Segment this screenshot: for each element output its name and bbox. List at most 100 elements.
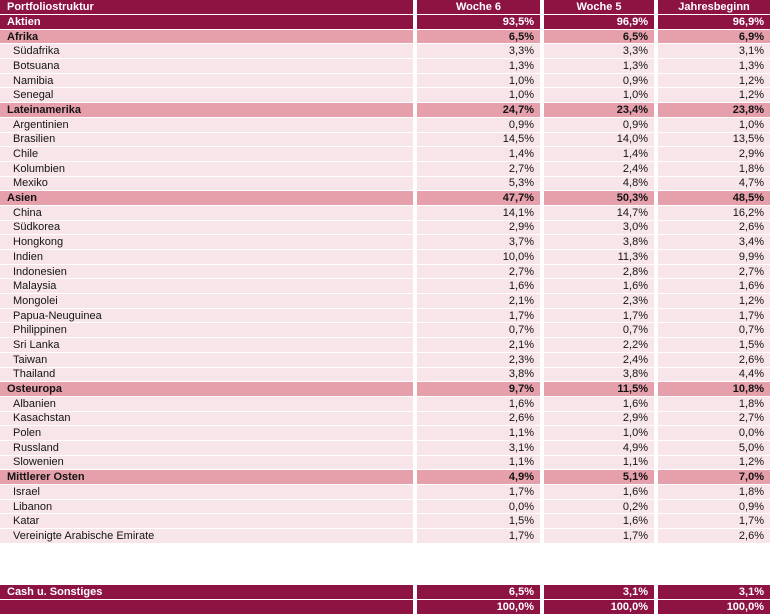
country-row: Südafrika 3,3% 3,3% 3,1% (0, 44, 770, 60)
country-row: Vereinigte Arabische Emirate 1,7% 1,7% 2,6% (0, 529, 770, 544)
row-value: 96,9% (544, 15, 654, 30)
row-value: 1,4% (544, 147, 654, 162)
row-label: Russland (0, 440, 413, 456)
row-label: Kasachstan (0, 411, 413, 427)
country-row: Hongkong 3,7% 3,8% 3,4% (0, 235, 770, 250)
row-value: 2,9% (544, 411, 654, 427)
row-value: 4,8% (544, 176, 654, 192)
row-label: Kolumbien (0, 161, 413, 177)
row-value: 2,3% (417, 352, 540, 368)
row-label: Sri Lanka (0, 338, 413, 353)
region-summary-row: Afrika 6,5% 6,5% 6,9% (0, 29, 770, 45)
row-label: Argentinien (0, 117, 413, 133)
row-value: 9,9% (658, 250, 770, 265)
country-row: China 14,1% 14,7% 16,2% (0, 205, 770, 221)
row-label: Vereinigte Arabische Emirate (0, 529, 413, 544)
row-value: 1,6% (417, 396, 540, 412)
row-label: Lateinamerika (0, 103, 413, 118)
country-row: Mexiko 5,3% 4,8% 4,7% (0, 176, 770, 192)
row-value: 50,3% (544, 191, 654, 206)
row-label: Namibia (0, 73, 413, 89)
row-value: 0,7% (658, 323, 770, 339)
row-label: Albanien (0, 396, 413, 412)
row-value: 0,9% (417, 117, 540, 133)
row-value: 2,6% (658, 352, 770, 368)
table-body: Aktien 93,5% 96,9% 96,9% Afrika 6,5% 6,5% 6,9% S… (0, 15, 770, 544)
row-value: 3,8% (544, 367, 654, 383)
row-value: 1,8% (658, 485, 770, 500)
row-value: 2,7% (417, 161, 540, 177)
row-label: Malaysia (0, 279, 413, 295)
row-label: Hongkong (0, 235, 413, 250)
row-value: 1,3% (417, 59, 540, 74)
total-row: 100,0% 100,0% 100,0% (0, 599, 770, 615)
country-row: Philippinen 0,7% 0,7% 0,7% (0, 323, 770, 339)
row-value: 1,6% (544, 279, 654, 295)
row-value: 1,3% (544, 59, 654, 74)
row-value: 1,6% (417, 279, 540, 295)
row-value: 4,7% (658, 176, 770, 192)
row-value: 1,7% (658, 308, 770, 324)
country-row: Argentinien 0,9% 0,9% 1,0% (0, 117, 770, 133)
row-label: Indonesien (0, 264, 413, 280)
row-value: 3,3% (544, 44, 654, 60)
row-value: 2,6% (658, 220, 770, 236)
country-row: Mongolei 2,1% 2,3% 1,2% (0, 294, 770, 309)
row-label: Mittlerer Osten (0, 470, 413, 485)
country-row: Thailand 3,8% 3,8% 4,4% (0, 367, 770, 383)
region-summary-row: Osteuropa 9,7% 11,5% 10,8% (0, 382, 770, 397)
country-row: Albanien 1,6% 1,6% 1,8% (0, 396, 770, 412)
row-value: 10,8% (658, 382, 770, 397)
country-row: Slowenien 1,1% 1,1% 1,2% (0, 455, 770, 471)
table-footer: Cash u. Sonstiges 6,5% 3,1% 3,1% 100,0% 100,0… (0, 584, 770, 615)
country-row: Brasilien 14,5% 14,0% 13,5% (0, 132, 770, 148)
row-value: 100,0% (417, 599, 540, 615)
table-gap (0, 543, 770, 585)
row-value: 0,2% (544, 499, 654, 515)
row-value: 13,5% (658, 132, 770, 148)
row-label: Libanon (0, 499, 413, 515)
country-row: Chile 1,4% 1,4% 2,9% (0, 147, 770, 162)
row-value: 2,7% (658, 411, 770, 427)
total-row: Cash u. Sonstiges 6,5% 3,1% 3,1% (0, 584, 770, 600)
row-value: 0,0% (658, 426, 770, 441)
country-row: Papua-Neuguinea 1,7% 1,7% 1,7% (0, 308, 770, 324)
row-value: 1,4% (417, 147, 540, 162)
row-value: 1,7% (544, 308, 654, 324)
row-label: Polen (0, 426, 413, 441)
row-value: 1,2% (658, 294, 770, 309)
row-value: 4,9% (544, 440, 654, 456)
row-value: 2,9% (417, 220, 540, 236)
country-row: Indonesien 2,7% 2,8% 2,7% (0, 264, 770, 280)
row-value: 14,7% (544, 205, 654, 221)
row-label: Thailand (0, 367, 413, 383)
table-title: Portfoliostruktur (0, 0, 413, 15)
country-row: Südkorea 2,9% 3,0% 2,6% (0, 220, 770, 236)
row-value: 1,2% (658, 88, 770, 104)
row-value: 2,6% (417, 411, 540, 427)
row-value: 24,7% (417, 103, 540, 118)
row-value: 2,8% (544, 264, 654, 280)
row-label: Israel (0, 485, 413, 500)
row-label: Philippinen (0, 323, 413, 339)
row-value: 11,3% (544, 250, 654, 265)
row-label: Botsuana (0, 59, 413, 74)
row-value: 1,2% (658, 455, 770, 471)
row-label: Mongolei (0, 294, 413, 309)
row-label: Indien (0, 250, 413, 265)
row-value: 6,5% (417, 584, 540, 600)
country-row: Namibia 1,0% 0,9% 1,2% (0, 73, 770, 89)
row-value: 5,1% (544, 470, 654, 485)
row-value: 2,9% (658, 147, 770, 162)
row-label: Cash u. Sonstiges (0, 584, 413, 600)
table-header-row: Portfoliostruktur Woche 6 Woche 5 Jahres… (0, 0, 770, 15)
row-value: 1,7% (417, 308, 540, 324)
row-value: 1,7% (658, 514, 770, 530)
row-value: 3,1% (658, 44, 770, 60)
row-value: 14,5% (417, 132, 540, 148)
country-row: Senegal 1,0% 1,0% 1,2% (0, 88, 770, 104)
row-value: 1,7% (544, 529, 654, 544)
row-value: 14,1% (417, 205, 540, 221)
row-label: Senegal (0, 88, 413, 104)
